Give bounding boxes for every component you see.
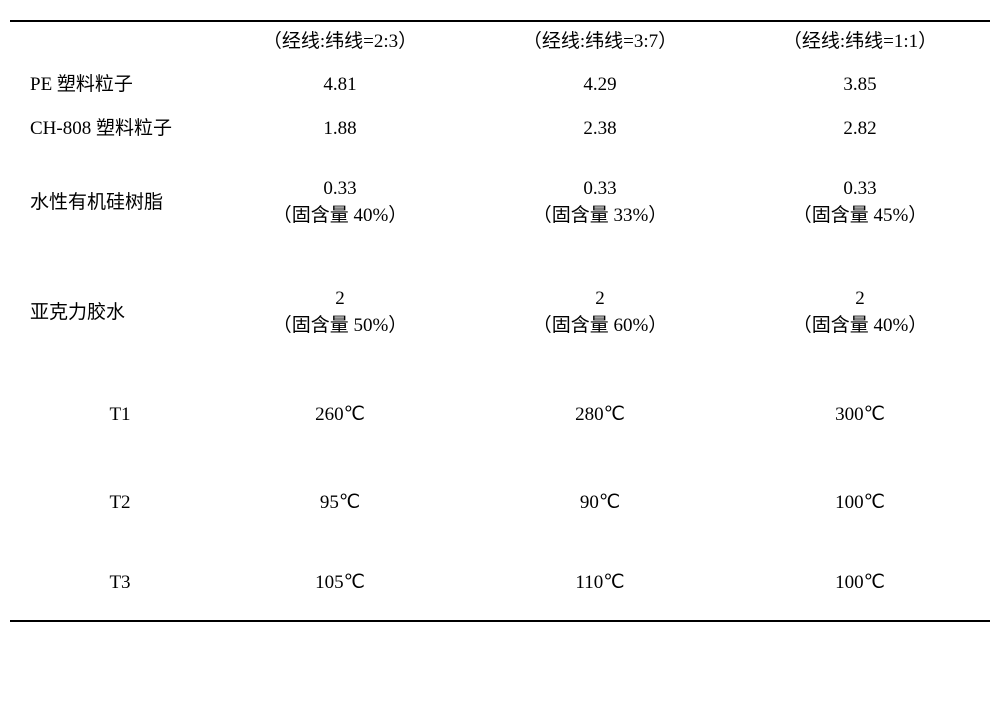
row-label-t3: T3 xyxy=(10,547,210,621)
cell-value: 0.33 （固含量 45%） xyxy=(730,151,990,255)
cell-value: 90℃ xyxy=(470,459,730,547)
cell-value: 2 （固含量 60%） xyxy=(470,255,730,371)
row-label-pe: PE 塑料粒子 xyxy=(10,63,210,107)
row-label-ch808: CH-808 塑料粒子 xyxy=(10,107,210,151)
table-row: T2 95℃ 90℃ 100℃ xyxy=(10,459,990,547)
cell-value: 0.33 （固含量 40%） xyxy=(210,151,470,255)
cell-main: 2 xyxy=(470,286,730,313)
cell-value: 4.81 xyxy=(210,63,470,107)
cell-value: 260℃ xyxy=(210,371,470,459)
table-row: T1 260℃ 280℃ 300℃ xyxy=(10,371,990,459)
cell-value: 4.29 xyxy=(470,63,730,107)
header-col1: （经线:纬线=2:3） xyxy=(210,21,470,63)
table-header-row: （经线:纬线=2:3） （经线:纬线=3:7） （经线:纬线=1:1） xyxy=(10,21,990,63)
header-col2: （经线:纬线=3:7） xyxy=(470,21,730,63)
table-row: PE 塑料粒子 4.81 4.29 3.85 xyxy=(10,63,990,107)
header-col3: （经线:纬线=1:1） xyxy=(730,21,990,63)
cell-value: 2.38 xyxy=(470,107,730,151)
cell-sub: （固含量 45%） xyxy=(730,203,990,230)
row-label-t2: T2 xyxy=(10,459,210,547)
cell-value: 2.82 xyxy=(730,107,990,151)
cell-value: 300℃ xyxy=(730,371,990,459)
cell-main: 2 xyxy=(730,286,990,313)
cell-main: 0.33 xyxy=(730,176,990,203)
cell-sub: （固含量 40%） xyxy=(730,313,990,340)
data-table: （经线:纬线=2:3） （经线:纬线=3:7） （经线:纬线=1:1） PE 塑… xyxy=(10,20,990,622)
cell-value: 280℃ xyxy=(470,371,730,459)
cell-value: 95℃ xyxy=(210,459,470,547)
cell-main: 0.33 xyxy=(210,176,470,203)
cell-value: 100℃ xyxy=(730,459,990,547)
header-empty xyxy=(10,21,210,63)
cell-sub: （固含量 40%） xyxy=(210,203,470,230)
cell-value: 3.85 xyxy=(730,63,990,107)
table-row: CH-808 塑料粒子 1.88 2.38 2.82 xyxy=(10,107,990,151)
cell-value: 105℃ xyxy=(210,547,470,621)
row-label-acrylic: 亚克力胶水 xyxy=(10,255,210,371)
table-row: T3 105℃ 110℃ 100℃ xyxy=(10,547,990,621)
cell-main: 0.33 xyxy=(470,176,730,203)
cell-main: 2 xyxy=(210,286,470,313)
cell-sub: （固含量 33%） xyxy=(470,203,730,230)
cell-value: 2 （固含量 40%） xyxy=(730,255,990,371)
cell-sub: （固含量 50%） xyxy=(210,313,470,340)
cell-value: 2 （固含量 50%） xyxy=(210,255,470,371)
row-label-silicone: 水性有机硅树脂 xyxy=(10,151,210,255)
cell-sub: （固含量 60%） xyxy=(470,313,730,340)
cell-value: 110℃ xyxy=(470,547,730,621)
cell-value: 100℃ xyxy=(730,547,990,621)
table-row: 亚克力胶水 2 （固含量 50%） 2 （固含量 60%） 2 （固含量 40%… xyxy=(10,255,990,371)
cell-value: 0.33 （固含量 33%） xyxy=(470,151,730,255)
table-row: 水性有机硅树脂 0.33 （固含量 40%） 0.33 （固含量 33%） 0.… xyxy=(10,151,990,255)
cell-value: 1.88 xyxy=(210,107,470,151)
row-label-t1: T1 xyxy=(10,371,210,459)
